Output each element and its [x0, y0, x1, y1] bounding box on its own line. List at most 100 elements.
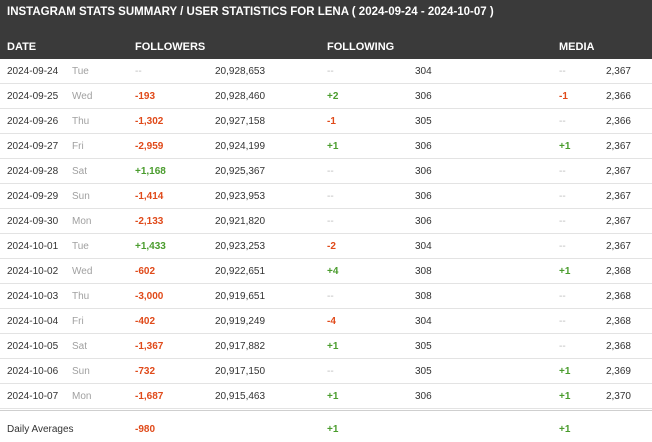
followers-total: 20,922,651	[215, 266, 266, 277]
followers-total: 20,927,158	[215, 116, 266, 127]
table-row: 2024-09-25 Wed -193 20,928,460 +2 306 -1 2,366	[0, 84, 652, 109]
following-total: 304	[415, 66, 432, 77]
media-change: --	[559, 216, 566, 227]
following-change: -4	[327, 316, 336, 327]
table-row: 2024-10-01 Tue +1,433 20,923,253 -2 304 -- 2,36…	[0, 234, 652, 259]
followers-total: 20,921,820	[215, 216, 266, 227]
table-row: 2024-09-27 Fri -2,959 20,924,199 +1 306 +1 2,36…	[0, 134, 652, 159]
row-date: 2024-10-07	[7, 391, 59, 402]
following-change: --	[327, 191, 334, 202]
table-row: 2024-10-03 Thu -3,000 20,919,651 -- 308 -- 2,36…	[0, 284, 652, 309]
followers-change: -402	[135, 316, 156, 327]
media-change: +1	[559, 391, 571, 402]
following-total: 306	[415, 216, 432, 227]
row-weekday: Wed	[72, 91, 93, 102]
following-total: 306	[415, 191, 432, 202]
row-date: 2024-10-03	[7, 291, 59, 302]
row-weekday: Thu	[72, 291, 90, 302]
followers-change: -1,687	[135, 391, 164, 402]
table-row: 2024-10-05 Sat -1,367 20,917,882 +1 305 -- 2,36…	[0, 334, 652, 359]
media-total: 2,368	[605, 316, 631, 327]
followers-change: -1,414	[135, 191, 164, 202]
average-following-change: +1	[327, 424, 339, 435]
following-change: -1	[327, 116, 336, 127]
following-change: +4	[327, 266, 339, 277]
followers-change: --	[135, 66, 142, 77]
followers-change: -193	[135, 91, 156, 102]
media-change: --	[559, 291, 566, 302]
page-title: INSTAGRAM STATS SUMMARY / USER STATISTIC…	[0, 0, 652, 34]
table-row: 2024-09-29 Sun -1,414 20,923,953 -- 306 -- 2,36…	[0, 184, 652, 209]
row-date: 2024-10-04	[7, 316, 59, 327]
row-weekday: Mon	[72, 216, 92, 227]
followers-total: 20,915,463	[215, 391, 266, 402]
row-date: 2024-09-28	[7, 166, 59, 177]
following-total: 306	[415, 391, 432, 402]
followers-change: -602	[135, 266, 156, 277]
row-weekday: Sat	[72, 341, 88, 352]
following-change: -2	[327, 241, 336, 252]
media-total: 2,368	[605, 341, 631, 352]
average-media-change: +1	[559, 424, 571, 435]
row-weekday: Sat	[72, 166, 88, 177]
media-total: 2,367	[605, 141, 631, 152]
followers-total: 20,919,249	[215, 316, 266, 327]
following-total: 306	[415, 91, 432, 102]
media-change: -1	[559, 91, 568, 102]
table-row: 2024-10-02 Wed -602 20,922,651 +4 308 +1 2,368	[0, 259, 652, 284]
table-row: 2024-09-28 Sat +1,168 20,925,367 -- 306 -- 2,36…	[0, 159, 652, 184]
media-change: --	[559, 316, 566, 327]
followers-total: 20,923,953	[215, 191, 266, 202]
media-change: --	[559, 116, 566, 127]
row-date: 2024-10-06	[7, 366, 59, 377]
row-weekday: Tue	[72, 66, 89, 77]
media-change: +1	[559, 266, 571, 277]
followers-total: 20,923,253	[215, 241, 266, 252]
followers-total: 20,917,150	[215, 366, 266, 377]
media-total: 2,368	[605, 266, 631, 277]
table-row: 2024-09-26 Thu -1,302 20,927,158 -1 305 -- 2,36…	[0, 109, 652, 134]
row-date: 2024-10-01	[7, 241, 59, 252]
followers-total: 20,917,882	[215, 341, 266, 352]
followers-change: +1,168	[135, 166, 166, 177]
row-weekday: Sun	[72, 366, 90, 377]
followers-change: +1,433	[135, 241, 166, 252]
row-date: 2024-09-29	[7, 191, 59, 202]
following-change: +1	[327, 391, 339, 402]
followers-change: -1,302	[135, 116, 164, 127]
media-change: --	[559, 66, 566, 77]
row-weekday: Thu	[72, 116, 90, 127]
column-header-following: FOLLOWING	[327, 41, 395, 53]
following-change: --	[327, 216, 334, 227]
media-total: 2,367	[605, 216, 631, 227]
following-change: +2	[327, 91, 339, 102]
media-total: 2,366	[605, 91, 631, 102]
row-weekday: Mon	[72, 391, 92, 402]
media-change: --	[559, 166, 566, 177]
following-change: +1	[327, 341, 339, 352]
followers-change: -2,959	[135, 141, 164, 152]
row-date: 2024-10-05	[7, 341, 59, 352]
following-total: 308	[415, 291, 432, 302]
row-date: 2024-09-25	[7, 91, 59, 102]
following-total: 305	[415, 116, 432, 127]
media-total: 2,366	[605, 116, 631, 127]
row-weekday: Wed	[72, 266, 93, 277]
following-total: 308	[415, 266, 432, 277]
media-change: +1	[559, 141, 571, 152]
row-weekday: Fri	[72, 316, 84, 327]
row-date: 2024-10-02	[7, 266, 59, 277]
followers-total: 20,924,199	[215, 141, 266, 152]
table-header: DATE FOLLOWERS FOLLOWING MEDIA	[0, 34, 652, 59]
following-total: 305	[415, 341, 432, 352]
row-weekday: Sun	[72, 191, 90, 202]
row-weekday: Fri	[72, 141, 84, 152]
table-row: 2024-09-30 Mon -2,133 20,921,820 -- 306 -- 2,36…	[0, 209, 652, 234]
media-total: 2,367	[605, 191, 631, 202]
column-header-date: DATE	[7, 41, 37, 53]
media-total: 2,369	[605, 366, 631, 377]
stats-table-body: 2024-09-24 Tue -- 20,928,653 -- 304 -- 2,367 202…	[0, 59, 652, 409]
media-total: 2,368	[605, 291, 631, 302]
table-row: 2024-09-24 Tue -- 20,928,653 -- 304 -- 2,367	[0, 59, 652, 84]
followers-total: 20,925,367	[215, 166, 266, 177]
